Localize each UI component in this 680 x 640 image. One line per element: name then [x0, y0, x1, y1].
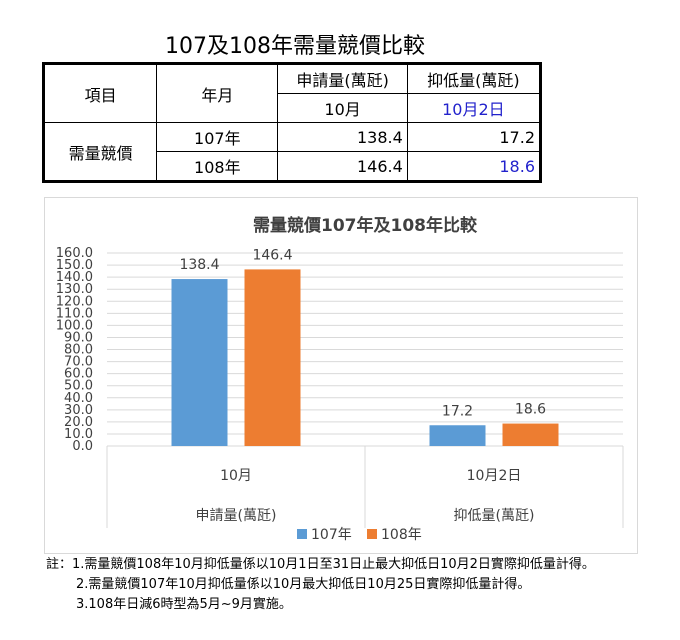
header-reduced: 抑低量(萬瓩): [406, 63, 542, 94]
x-group-label: 抑低量(萬瓩): [454, 508, 535, 524]
chart-container: 需量競價107年及108年比較 0.0 10.0 20.0 30.0 40.0 50.0 60…: [44, 197, 638, 554]
y-tick-label: 20.0: [64, 415, 93, 430]
data-label: 18.6: [515, 402, 546, 418]
bar: [502, 423, 559, 446]
bar: [429, 425, 486, 446]
footnotes: 註：1.需量競價108年10月抑低量係以10月1日至31日止最大抑低日10月2日…: [46, 555, 595, 615]
bar-chart: 需量競價107年及108年比較 0.010.020.030.040.050.060…: [56, 215, 624, 543]
comparison-table: 項目 年月 申請量(萬瓩) 抑低量(萬瓩) 10月 10月2日 需量競價 107…: [42, 62, 542, 183]
y-tick-label: 150.0: [56, 258, 93, 273]
y-tick-label: 60.0: [64, 367, 93, 382]
cell-applied: 146.4: [277, 151, 408, 182]
chart-title: 需量競價107年及108年比較: [253, 215, 478, 236]
y-tick-label: 80.0: [64, 343, 93, 358]
y-tick-label: 70.0: [64, 355, 93, 370]
header-month: 年月: [156, 63, 279, 123]
y-tick-label: 10.0: [64, 427, 93, 442]
footnote: 2.需量競價107年10月抑低量係以10月最大抑低日10月25日實際抑低量計得。: [76, 577, 531, 592]
x-group-label: 申請量(萬瓩): [196, 508, 277, 524]
legend-swatch: [367, 529, 377, 539]
y-tick-label: 40.0: [64, 391, 93, 406]
cell-reduced: 18.6: [406, 151, 542, 182]
x-tick-label: 10月: [220, 468, 252, 484]
x-tick-label: 10月2日: [467, 468, 522, 484]
y-tick-label: 100.0: [56, 318, 93, 333]
row-year: 108年: [156, 151, 279, 182]
y-tick-label: 90.0: [64, 330, 93, 345]
data-label: 138.4: [179, 257, 219, 273]
table-title: 107及108年需量競價比較: [165, 34, 425, 59]
data-label: 146.4: [252, 247, 292, 263]
subheader-applied: 10月: [277, 93, 408, 123]
legend-swatch: [297, 529, 307, 539]
header-item: 項目: [42, 63, 158, 123]
footnote: 3.108年日減6時型為5月~9月實施。: [76, 597, 292, 612]
footnote: 註：1.需量競價108年10月抑低量係以10月1日至31日止最大抑低日10月2日…: [46, 557, 595, 572]
y-tick-label: 0.0: [72, 439, 93, 454]
bar: [171, 279, 228, 446]
cell-applied: 138.4: [277, 122, 408, 152]
y-tick-label: 130.0: [56, 282, 93, 297]
y-tick-label: 120.0: [56, 294, 93, 309]
subheader-reduced: 10月2日: [406, 93, 542, 123]
row-group-label: 需量競價: [42, 122, 158, 182]
y-tick-label: 50.0: [64, 379, 93, 394]
row-year: 107年: [156, 122, 279, 152]
y-tick-label: 30.0: [64, 403, 93, 418]
y-tick-label: 140.0: [56, 270, 93, 285]
legend-label: 107年: [311, 527, 352, 543]
y-tick-label: 160.0: [56, 246, 93, 261]
bar: [244, 269, 301, 446]
legend-label: 108年: [381, 527, 422, 543]
y-tick-label: 110.0: [56, 306, 93, 321]
header-applied: 申請量(萬瓩): [277, 63, 408, 94]
data-label: 17.2: [442, 403, 473, 419]
cell-reduced: 17.2: [406, 122, 542, 152]
